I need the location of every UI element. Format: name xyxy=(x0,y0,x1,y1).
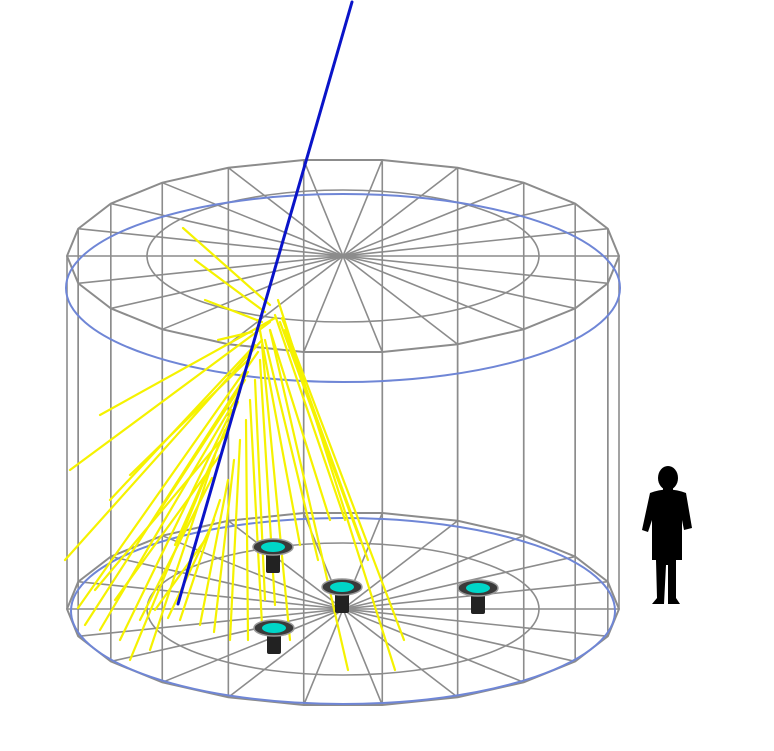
light-ray xyxy=(273,313,347,522)
tank-top-spoke xyxy=(302,255,344,353)
light-ray xyxy=(253,378,267,602)
light-ray xyxy=(138,476,214,622)
person-head xyxy=(658,466,678,490)
light-ray xyxy=(63,338,264,562)
pmt-face xyxy=(262,623,286,633)
tank-top-spoke xyxy=(342,255,384,353)
tank-bottom-spoke xyxy=(78,580,344,610)
muon-track xyxy=(176,0,354,606)
light-ray xyxy=(181,226,272,307)
tank-bottom-spoke xyxy=(342,608,459,698)
tank-bottom-spoke xyxy=(161,608,344,684)
tank-top-spoke xyxy=(342,159,384,257)
person-silhouette-icon xyxy=(642,466,692,604)
tank-bottom-spoke xyxy=(342,608,608,638)
light-ray xyxy=(153,538,207,612)
tank-top-spoke xyxy=(227,255,344,345)
bottom-blue-ring xyxy=(70,517,616,705)
tank-top-spoke xyxy=(342,227,608,257)
light-ray xyxy=(212,458,236,634)
tank-top-spoke xyxy=(342,181,525,257)
tank-top-spoke xyxy=(161,181,344,257)
light-ray xyxy=(260,343,292,642)
light-ray xyxy=(93,430,230,592)
tank-bottom-spoke xyxy=(227,608,344,698)
light-ray xyxy=(263,338,320,562)
light-ray xyxy=(256,318,302,547)
light-ray xyxy=(166,518,216,620)
photomultiplier-tube-icon xyxy=(321,578,363,613)
tank-bottom-spoke xyxy=(342,534,525,610)
tank-bottom-inner-ring xyxy=(146,542,540,676)
light-ray xyxy=(113,453,222,602)
light-ray xyxy=(244,418,250,642)
top-blue-ring xyxy=(65,193,621,383)
light-ray xyxy=(268,328,332,522)
light-ray xyxy=(268,328,350,672)
muon-track-line xyxy=(176,0,354,606)
tank-bottom-spoke xyxy=(161,534,344,610)
photomultiplier-tube-icon xyxy=(252,538,294,573)
tank-top-spoke xyxy=(342,167,459,257)
pmt-face xyxy=(466,583,490,593)
tank-top-spoke xyxy=(227,167,344,257)
light-ray xyxy=(148,453,217,652)
light-ray xyxy=(98,316,277,417)
light-ray xyxy=(228,438,242,642)
tank-top-spoke xyxy=(342,255,525,331)
tank-top-spoke xyxy=(78,255,344,285)
light-ray xyxy=(68,320,272,472)
photomultiplier-tube-icon xyxy=(253,619,295,654)
pmt-face xyxy=(330,582,354,592)
photomultiplier-tubes xyxy=(252,538,499,654)
light-ray xyxy=(198,478,230,627)
light-ray xyxy=(203,298,264,324)
light-ray xyxy=(193,258,267,314)
tank-top-spoke xyxy=(342,255,608,285)
light-ray xyxy=(248,398,264,627)
light-ray xyxy=(76,350,260,610)
photomultiplier-tube-icon xyxy=(457,579,499,614)
tank-top-spoke xyxy=(161,255,344,331)
blue-reference-rings xyxy=(65,193,621,705)
tank-top-inner-ring xyxy=(146,189,540,323)
tank-top-spoke xyxy=(302,159,344,257)
tank-top-spoke xyxy=(342,255,459,345)
tank-bottom-spoke xyxy=(302,608,344,706)
light-ray xyxy=(280,316,406,642)
person-body xyxy=(642,489,692,604)
tank-bottom-spoke xyxy=(342,608,384,706)
light-ray xyxy=(128,356,252,477)
light-ray xyxy=(158,378,247,512)
tank-wireframe xyxy=(65,159,621,706)
tank-bottom-spoke xyxy=(342,608,525,684)
tank-bottom-spoke xyxy=(342,520,459,610)
cherenkov-light-rays xyxy=(63,226,406,672)
tank-top-spoke xyxy=(78,227,344,257)
tank-bottom-spoke xyxy=(78,608,344,638)
pmt-face xyxy=(261,542,285,552)
